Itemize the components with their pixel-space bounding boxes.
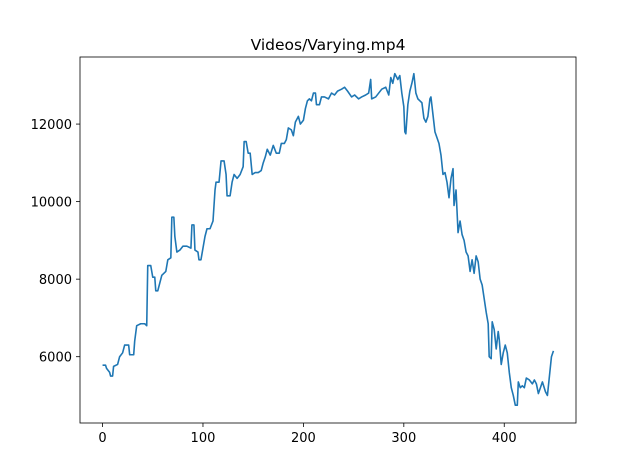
x-tick-label: 100 [191, 431, 216, 446]
data-line [102, 72, 555, 406]
x-tick-label: 200 [291, 431, 316, 446]
y-tick-label: 12000 [31, 118, 72, 133]
chart-title: Videos/Varying.mp4 [251, 36, 406, 54]
x-tick-label: 300 [391, 431, 416, 446]
y-tick-label: 6000 [39, 351, 72, 366]
y-tick-label: 10000 [31, 196, 72, 211]
x-tick-label: 400 [492, 431, 517, 446]
x-tick-label: 0 [98, 431, 106, 446]
plot-frame [79, 56, 577, 424]
y-tick-label: 8000 [39, 273, 72, 288]
